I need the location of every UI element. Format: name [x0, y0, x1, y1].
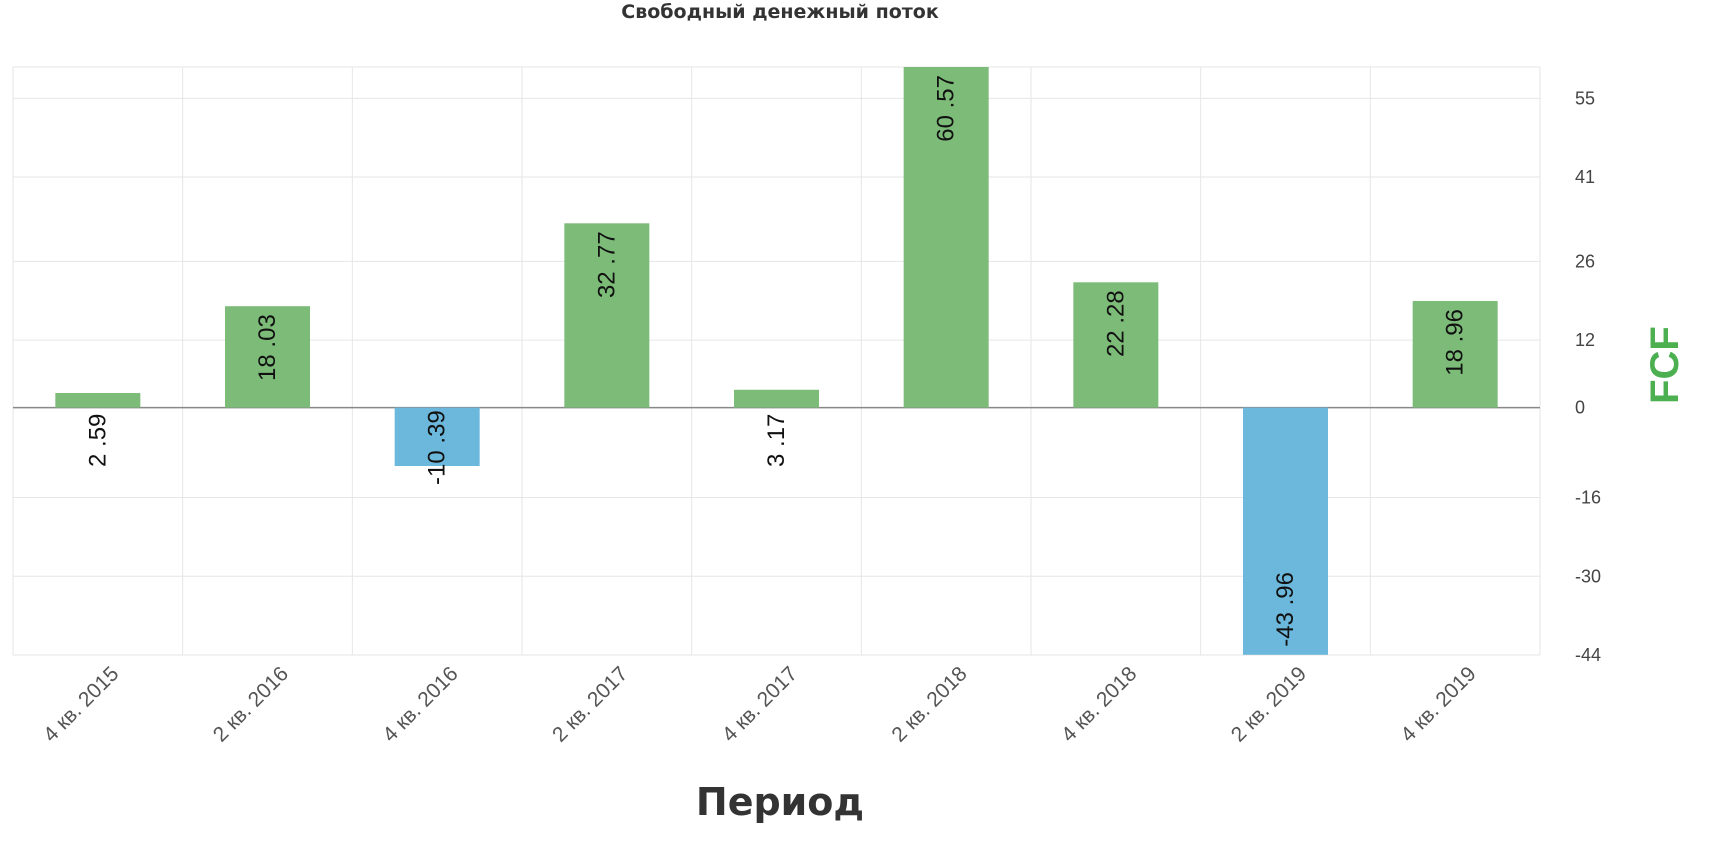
x-category-label: 4 кв. 2019 — [1396, 662, 1480, 746]
x-category-label: 2 кв. 2016 — [209, 662, 293, 746]
bar — [394, 407, 480, 467]
data-label: 60 .57 — [933, 75, 960, 142]
x-category-label: 2 кв. 2018 — [887, 662, 971, 746]
data-label: -10 .39 — [424, 410, 451, 485]
data-label: 32 .77 — [593, 231, 620, 298]
y-axis-title: FCF — [1643, 326, 1687, 404]
data-label: 18 .96 — [1442, 309, 1469, 376]
y-tick-label: 12 — [1575, 330, 1595, 350]
x-category-label: 2 кв. 2017 — [548, 662, 632, 746]
x-category-label: 4 кв. 2018 — [1057, 662, 1141, 746]
bar — [564, 223, 650, 408]
x-category-label: 4 кв. 2017 — [718, 662, 802, 746]
y-tick-label: 0 — [1575, 398, 1585, 418]
y-tick-label: -16 — [1575, 488, 1601, 508]
data-label: -43 .96 — [1272, 572, 1299, 647]
bar — [1073, 282, 1159, 408]
bar — [1243, 407, 1328, 655]
data-label: 2 .59 — [84, 414, 111, 467]
y-tick-label: 26 — [1575, 251, 1595, 271]
y-tick-label: 55 — [1575, 88, 1595, 108]
data-label: 18 .03 — [254, 314, 281, 381]
bar — [225, 306, 310, 408]
data-label: 3 .17 — [763, 414, 790, 467]
y-tick-label: 41 — [1575, 167, 1595, 187]
x-category-label: 4 кв. 2016 — [378, 662, 462, 746]
x-axis-title: Период — [696, 780, 864, 824]
bar — [734, 389, 819, 408]
y-tick-label: -30 — [1575, 566, 1601, 586]
bar — [903, 67, 989, 408]
y-tick-label: -44 — [1575, 645, 1601, 665]
x-axis-categories: 4 кв. 2015 2 кв. 2016 4 кв. 2016 2 кв. 2017… — [39, 662, 1481, 746]
bar — [55, 393, 141, 408]
bar — [1412, 300, 1498, 408]
bars — [55, 67, 1498, 655]
data-label: 22 .28 — [1102, 290, 1129, 357]
grid — [12, 66, 1541, 656]
chart-title: Свободный денежный поток — [621, 1, 939, 23]
data-labels: 2 .59 18 .03 -10 .39 32 .77 3 .17 60 .57 22 .2… — [84, 75, 1468, 647]
x-category-label: 2 кв. 2019 — [1227, 662, 1311, 746]
x-category-label: 4 кв. 2015 — [39, 662, 123, 746]
y-axis-ticks: 55 41 26 12 0 -16 -30 -44 — [1575, 88, 1601, 665]
